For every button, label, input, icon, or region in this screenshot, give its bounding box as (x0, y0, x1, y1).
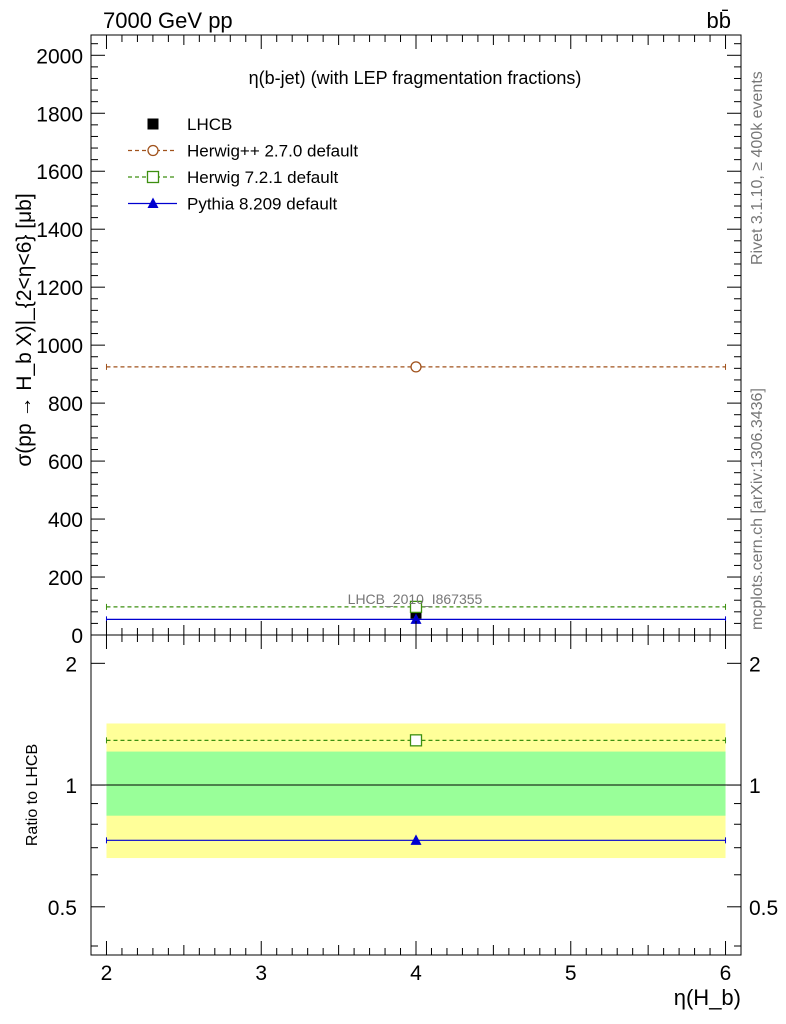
ratio-tick-label-right: 0.5 (749, 897, 778, 920)
y-tick-label: 1600 (36, 161, 83, 184)
y-tick-label: 1800 (36, 103, 83, 126)
legend: LHCB Herwig++ 2.7.0 default Herwig 7.2.1 d… (128, 115, 358, 214)
ratio-ticks: 2 3 4 5 6 0.5 0.5 1 1 2 2 (48, 635, 778, 985)
ratio-data-layer (91, 723, 741, 859)
mcplots-label: mcplots.cern.ch [arXiv:1306.3436] (749, 388, 766, 630)
y-tick-label: 1200 (36, 277, 83, 300)
legend-label-herwig-2-7-0-default: Herwig++ 2.7.0 default (187, 142, 358, 161)
main-panel: 0 200 400 600 800 1000 1200 1400 1600 1800 2000 η(… (13, 34, 742, 648)
legend-marker-pythia-8-209-default (147, 197, 159, 208)
y-tick-label: 0 (71, 625, 83, 648)
ratio-tick-label-left: 1 (65, 775, 77, 798)
uncertainty-band-inner (106, 751, 726, 816)
x-tick-label: 2 (101, 962, 113, 985)
main-data-layer (105, 361, 727, 624)
legend-label-herwig-7-2-1-default: Herwig 7.2.1 default (187, 168, 338, 187)
ratio-tick-label-left: 0.5 (48, 897, 77, 920)
legend-label-pythia-8-209-default: Pythia 8.209 default (187, 195, 338, 214)
process-label: bb̄ (707, 8, 731, 33)
legend-label-lhcb: LHCB (187, 115, 232, 134)
y-tick-label: 1000 (36, 335, 83, 358)
main-ticks: 0 200 400 600 800 1000 1200 1400 1600 1800 2000 (36, 35, 742, 648)
x-tick-label: 6 (720, 962, 732, 985)
legend-marker-lhcb (147, 118, 159, 130)
y-tick-label: 200 (48, 567, 83, 590)
x-tick-label: 3 (255, 962, 267, 985)
x-tick-label: 5 (565, 962, 577, 985)
ratio-point-pythia-8-209-default (410, 834, 422, 845)
y-tick-label: 1400 (36, 219, 83, 242)
data-point-pythia-8-209-default (410, 613, 422, 624)
ratio-tick-label-right: 1 (749, 775, 761, 798)
data-point-lhcb (410, 607, 422, 619)
x-axis-label: η(H_b) (674, 985, 741, 1010)
data-point-herwig-7-2-1-default (409, 600, 423, 614)
legend-marker-herwig-7-2-1-default (146, 170, 160, 184)
ratio-point-herwig-7-2-1-default (409, 734, 423, 747)
ratio-panel: 2 3 4 5 6 0.5 0.5 1 1 2 2 Ratio to LHCB (24, 634, 778, 985)
legend-marker-herwig-2-7-0-default (147, 144, 159, 157)
ratio-axis-label: Ratio to LHCB (24, 744, 41, 846)
x-tick-label: 4 (410, 962, 422, 985)
y-tick-label: 400 (48, 509, 83, 532)
y-axis-label: σ(pp → H_b X)|_{2<η<6} [μb] (13, 193, 36, 466)
chart-title: η(b-jet) (with LEP fragmentation fractio… (249, 68, 582, 88)
ratio-tick-label-left: 2 (65, 653, 77, 676)
data-point-herwig-2-7-0-default (410, 361, 422, 373)
energy-label: 7000 GeV pp (103, 8, 233, 33)
analysis-watermark: LHCB_2010_I867355 (348, 591, 483, 607)
y-tick-label: 800 (48, 393, 83, 416)
y-tick-label: 2000 (36, 45, 83, 68)
rivet-label: Rivet 3.1.10, ≥ 400k events (749, 71, 766, 265)
y-tick-label: 600 (48, 451, 83, 474)
ratio-tick-label-right: 2 (749, 653, 761, 676)
